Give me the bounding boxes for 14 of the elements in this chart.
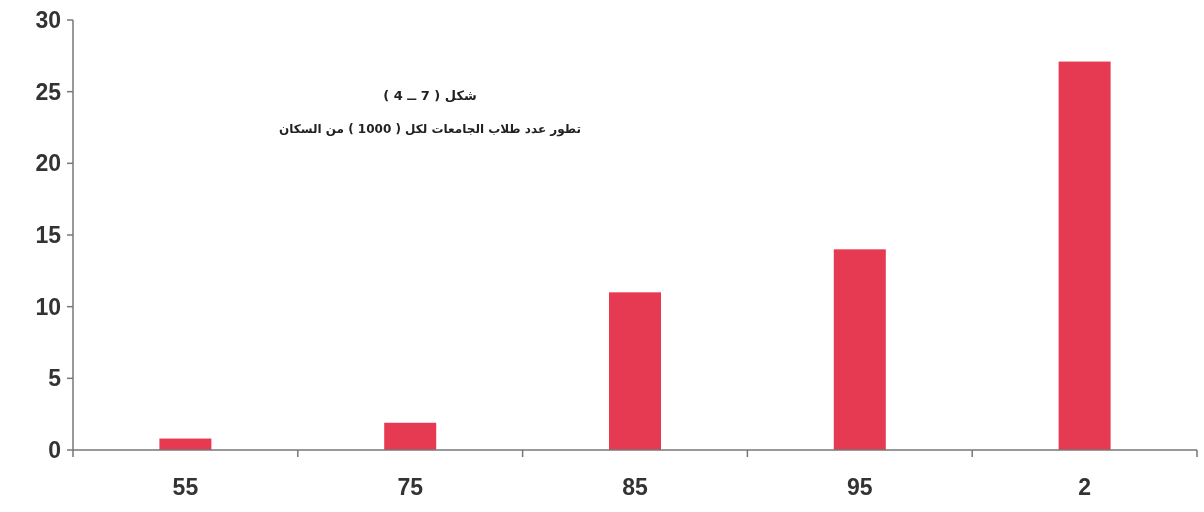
y-tick-label: 10 <box>35 293 61 320</box>
text: تطور عدد طلاب الجامعات لكل ( 1000 ) من السكان <box>279 122 581 137</box>
x-tick-label: 85 <box>622 474 648 500</box>
y-tick-label: 20 <box>35 150 61 177</box>
x-tick-label: 95 <box>847 474 873 500</box>
y-tick-label: 15 <box>35 222 62 248</box>
y-tick-label: 25 <box>35 78 62 105</box>
x-tick-label: 75 <box>397 474 424 500</box>
y-tick-label: 5 <box>48 365 62 392</box>
y-tick-label: 0 <box>48 437 61 463</box>
y-tick-label: 30 <box>35 7 61 33</box>
x-tick-label: 2 <box>1078 474 1091 500</box>
text: شكل ( 7 ــ 4 ) <box>383 88 477 103</box>
x-tick-label: 55 <box>172 474 199 500</box>
